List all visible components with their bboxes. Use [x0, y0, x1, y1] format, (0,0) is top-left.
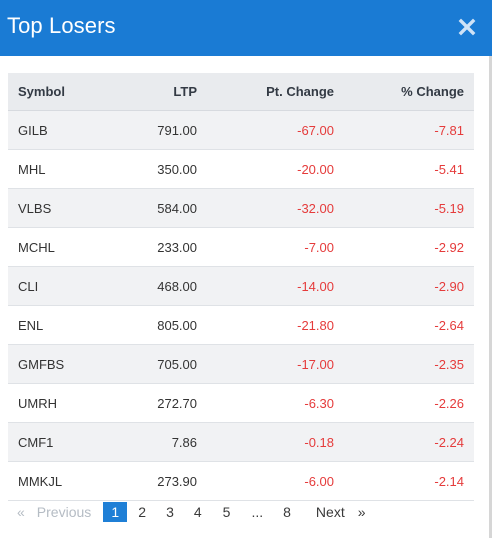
- column-header-symbol[interactable]: Symbol: [18, 84, 65, 99]
- column-header-pt-change[interactable]: Pt. Change: [266, 84, 334, 99]
- ltp-cell: 584.00: [157, 200, 197, 216]
- pt-change-cell: -32.00: [297, 200, 334, 216]
- ltp-cell: 791.00: [157, 122, 197, 138]
- table-body: GILB 791.00 -67.00 -7.81 MHL 350.00 -20.00 -5.4…: [8, 111, 474, 501]
- page-button-5[interactable]: 5: [222, 504, 231, 520]
- table-row[interactable]: GILB 791.00 -67.00 -7.81: [8, 111, 474, 150]
- next-arrow[interactable]: »: [357, 504, 366, 520]
- modal-title: Top Losers: [7, 13, 116, 38]
- pt-change-cell: -6.30: [304, 395, 334, 411]
- table-row[interactable]: MMKJL 273.90 -6.00 -2.14: [8, 462, 474, 501]
- previous-arrow: «: [17, 504, 25, 520]
- pt-change-cell: -14.00: [297, 278, 334, 294]
- pct-change-cell: -2.14: [434, 473, 464, 489]
- table-row[interactable]: CMF1 7.86 -0.18 -2.24: [8, 423, 474, 462]
- column-header-ltp[interactable]: LTP: [173, 84, 197, 99]
- pct-change-cell: -2.35: [434, 356, 464, 372]
- symbol-cell: GILB: [18, 122, 48, 138]
- symbol-cell: VLBS: [18, 200, 52, 216]
- table-row[interactable]: VLBS 584.00 -32.00 -5.19: [8, 189, 474, 228]
- pt-change-cell: -0.18: [304, 434, 334, 450]
- next-button[interactable]: Next: [315, 504, 345, 520]
- page-button-3[interactable]: 3: [166, 504, 174, 520]
- modal-header: Top Losers: [0, 0, 492, 56]
- pagination: « Previous 1 2 3 4 5 ... 8 Next »: [8, 502, 366, 522]
- table-row[interactable]: MHL 350.00 -20.00 -5.41: [8, 150, 474, 189]
- symbol-cell: GMFBS: [18, 356, 65, 372]
- page-button-8[interactable]: 8: [283, 504, 291, 520]
- pt-change-cell: -7.00: [304, 239, 334, 255]
- modal-edge: [489, 56, 492, 538]
- ltp-cell: 805.00: [157, 317, 197, 333]
- table-row[interactable]: CLI 468.00 -14.00 -2.90: [8, 267, 474, 306]
- symbol-cell: MCHL: [18, 239, 55, 255]
- table-row[interactable]: UMRH 272.70 -6.30 -2.26: [8, 384, 474, 423]
- pt-change-cell: -20.00: [297, 161, 334, 177]
- pct-change-cell: -5.19: [434, 200, 464, 216]
- table-row[interactable]: GMFBS 705.00 -17.00 -2.35: [8, 345, 474, 384]
- pct-change-cell: -2.90: [434, 278, 464, 294]
- symbol-cell: CMF1: [18, 434, 54, 450]
- pct-change-cell: -5.41: [434, 161, 464, 177]
- table-header: Symbol LTP Pt. Change % Change: [8, 73, 474, 111]
- close-icon: [458, 18, 476, 36]
- table-row[interactable]: ENL 805.00 -21.80 -2.64: [8, 306, 474, 345]
- pt-change-cell: -21.80: [297, 317, 334, 333]
- previous-button: Previous: [36, 504, 92, 520]
- symbol-cell: UMRH: [18, 395, 57, 411]
- ltp-cell: 7.86: [171, 434, 197, 450]
- close-button[interactable]: [456, 16, 478, 38]
- page-button-4[interactable]: 4: [193, 504, 202, 520]
- ltp-cell: 468.00: [157, 278, 197, 294]
- pt-change-cell: -17.00: [297, 356, 334, 372]
- table-row[interactable]: MCHL 233.00 -7.00 -2.92: [8, 228, 474, 267]
- column-header-pct-change[interactable]: % Change: [401, 84, 464, 99]
- ltp-cell: 233.00: [157, 239, 197, 255]
- page-button-1[interactable]: 1: [103, 502, 128, 522]
- pt-change-cell: -67.00: [297, 122, 334, 138]
- losers-table: Symbol LTP Pt. Change % Change GILB 791.0…: [8, 73, 474, 501]
- pct-change-cell: -2.24: [434, 434, 464, 450]
- page-button-2[interactable]: 2: [138, 504, 147, 520]
- pt-change-cell: -6.00: [304, 473, 334, 489]
- symbol-cell: MHL: [18, 161, 46, 177]
- symbol-cell: CLI: [18, 278, 39, 294]
- pct-change-cell: -2.26: [434, 395, 464, 411]
- pct-change-cell: -7.81: [434, 122, 464, 138]
- pct-change-cell: -2.92: [434, 239, 464, 255]
- symbol-cell: ENL: [18, 317, 44, 333]
- pct-change-cell: -2.64: [434, 317, 464, 333]
- symbol-cell: MMKJL: [18, 473, 63, 489]
- ltp-cell: 272.70: [157, 395, 197, 411]
- ltp-cell: 350.00: [157, 161, 197, 177]
- ltp-cell: 273.90: [157, 473, 197, 489]
- ltp-cell: 705.00: [157, 356, 197, 372]
- page-ellipsis: ...: [251, 504, 264, 520]
